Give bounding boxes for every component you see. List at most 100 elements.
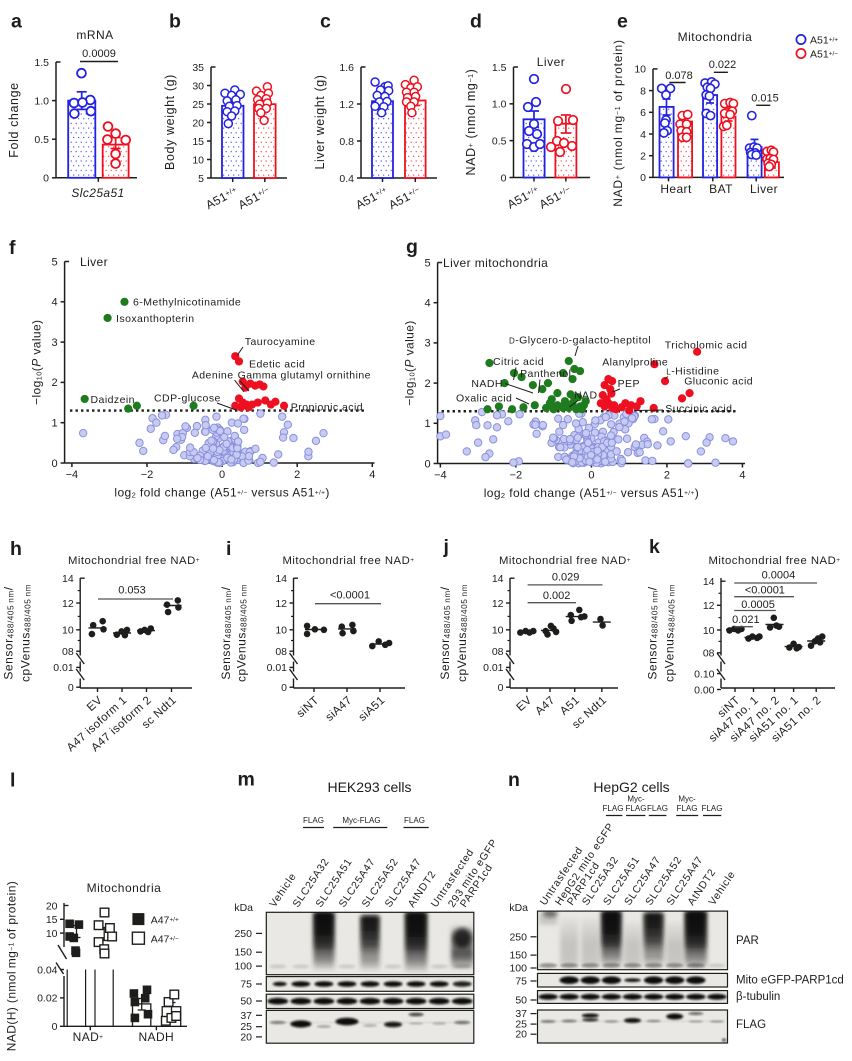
svg-text:0: 0 bbox=[51, 458, 57, 470]
svg-text:n: n bbox=[508, 769, 520, 791]
svg-text:1.0: 1.0 bbox=[34, 95, 49, 107]
svg-text:FLAG: FLAG bbox=[647, 804, 668, 813]
svg-text:150: 150 bbox=[234, 947, 252, 959]
svg-text:h: h bbox=[10, 538, 22, 560]
svg-text:<0.0001: <0.0001 bbox=[745, 585, 785, 597]
svg-text:0.053: 0.053 bbox=[118, 585, 146, 597]
svg-text:k: k bbox=[649, 536, 660, 558]
svg-text:Myc-: Myc- bbox=[678, 795, 696, 804]
svg-text:Edetic acid: Edetic acid bbox=[249, 359, 305, 371]
svg-text:NAD+: NAD+ bbox=[73, 1030, 104, 1044]
svg-text:0: 0 bbox=[640, 172, 646, 184]
svg-text:20: 20 bbox=[240, 1031, 252, 1043]
svg-text:14: 14 bbox=[275, 573, 287, 585]
svg-text:Mito eGFP-PARP1cd: Mito eGFP-PARP1cd bbox=[736, 975, 844, 987]
svg-text:NAD+ (nmol mg−1): NAD+ (nmol mg−1) bbox=[464, 69, 478, 176]
svg-text:12: 12 bbox=[275, 598, 287, 610]
svg-text:D-Glycero-D-galacto-heptitol: D-Glycero-D-galacto-heptitol bbox=[509, 335, 651, 347]
svg-text:75: 75 bbox=[515, 976, 527, 988]
svg-text:08: 08 bbox=[62, 646, 74, 658]
svg-text:12: 12 bbox=[492, 598, 504, 610]
svg-text:f: f bbox=[9, 237, 16, 259]
svg-text:0.01: 0.01 bbox=[267, 662, 288, 674]
svg-text:PEP: PEP bbox=[618, 378, 640, 390]
svg-text:12: 12 bbox=[703, 600, 715, 612]
svg-text:100: 100 bbox=[509, 963, 527, 975]
svg-text:1.5: 1.5 bbox=[492, 62, 507, 74]
svg-text:4: 4 bbox=[51, 297, 57, 309]
svg-text:Mitochondria: Mitochondria bbox=[87, 881, 162, 895]
svg-text:1.0: 1.0 bbox=[492, 99, 507, 111]
svg-text:20: 20 bbox=[46, 900, 58, 912]
svg-text:0.078: 0.078 bbox=[665, 70, 693, 82]
svg-text:2: 2 bbox=[640, 151, 646, 163]
svg-text:5: 5 bbox=[51, 256, 57, 268]
svg-text:b: b bbox=[169, 11, 181, 33]
svg-text:HepG2 cells: HepG2 cells bbox=[593, 779, 669, 795]
svg-text:0.5: 0.5 bbox=[34, 134, 49, 146]
svg-text:37: 37 bbox=[240, 1010, 252, 1022]
svg-text:FLAG: FLAG bbox=[603, 804, 624, 813]
svg-text:β-tubulin: β-tubulin bbox=[736, 991, 780, 1003]
svg-text:2: 2 bbox=[294, 469, 300, 481]
svg-text:0.00: 0.00 bbox=[694, 684, 715, 696]
svg-text:6-Methylnicotinamide: 6-Methylnicotinamide bbox=[133, 297, 241, 309]
svg-text:−log10(P value): −log10(P value) bbox=[30, 320, 44, 405]
svg-text:Slc25a51: Slc25a51 bbox=[71, 186, 124, 200]
svg-text:1.5: 1.5 bbox=[34, 57, 49, 69]
svg-text:log2 fold change (A51+/− versu: log2 fold change (A51+/− versus A51+/+) bbox=[114, 486, 329, 500]
svg-text:Isoxanthopterin: Isoxanthopterin bbox=[116, 313, 195, 325]
svg-text:Mitochondrial free NAD+: Mitochondrial free NAD+ bbox=[708, 555, 840, 567]
svg-text:Gluconic acid: Gluconic acid bbox=[684, 376, 753, 388]
svg-text:FLAG: FLAG bbox=[736, 1019, 766, 1031]
svg-text:Body weight (g): Body weight (g) bbox=[163, 74, 177, 170]
svg-text:m: m bbox=[238, 769, 255, 791]
svg-text:−4: −4 bbox=[66, 469, 79, 481]
svg-text:Mitochondrial free NAD+: Mitochondrial free NAD+ bbox=[68, 555, 200, 567]
svg-text:−log10(P value): −log10(P value) bbox=[403, 320, 417, 405]
svg-text:Mitochondrial free NAD+: Mitochondrial free NAD+ bbox=[282, 555, 414, 567]
svg-text:g: g bbox=[406, 236, 418, 258]
svg-text:14: 14 bbox=[703, 576, 715, 588]
svg-text:75: 75 bbox=[240, 979, 252, 991]
svg-text:0: 0 bbox=[424, 458, 430, 470]
svg-text:a: a bbox=[11, 11, 22, 33]
svg-text:0.015: 0.015 bbox=[751, 93, 779, 105]
svg-text:4: 4 bbox=[739, 470, 745, 482]
svg-text:0.0004: 0.0004 bbox=[762, 570, 796, 582]
svg-text:10: 10 bbox=[703, 625, 715, 637]
svg-text:250: 250 bbox=[509, 931, 527, 943]
svg-text:2: 2 bbox=[51, 377, 57, 389]
svg-text:Liver mitochondria: Liver mitochondria bbox=[443, 256, 548, 270]
svg-text:kDa: kDa bbox=[234, 902, 253, 914]
svg-text:CDP-glucose: CDP-glucose bbox=[154, 393, 221, 405]
svg-text:50: 50 bbox=[240, 996, 252, 1008]
svg-text:L-Histidine: L-Histidine bbox=[666, 366, 719, 378]
svg-text:0: 0 bbox=[498, 682, 504, 694]
svg-text:Gamma glutamyl ornithine: Gamma glutamyl ornithine bbox=[238, 370, 371, 382]
svg-text:FLAG: FLAG bbox=[303, 816, 324, 825]
svg-text:log2 fold change (A51+/− versu: log2 fold change (A51+/− versus A51+/+) bbox=[484, 486, 699, 500]
svg-text:Alanylproline: Alanylproline bbox=[602, 357, 668, 369]
svg-text:Panthenol: Panthenol bbox=[520, 368, 571, 380]
svg-text:i: i bbox=[226, 538, 231, 560]
svg-text:FLAG: FLAG bbox=[404, 816, 425, 825]
svg-text:mRNA: mRNA bbox=[76, 28, 113, 42]
svg-text:25: 25 bbox=[192, 99, 204, 111]
svg-text:0.021: 0.021 bbox=[732, 614, 760, 626]
svg-text:HEK293 cells: HEK293 cells bbox=[327, 779, 411, 795]
svg-text:FLAG: FLAG bbox=[702, 804, 723, 813]
svg-text:1.6: 1.6 bbox=[339, 62, 354, 74]
svg-text:30: 30 bbox=[192, 80, 204, 92]
svg-text:0.002: 0.002 bbox=[543, 590, 571, 602]
svg-text:j: j bbox=[443, 536, 449, 558]
svg-text:PAR: PAR bbox=[736, 935, 759, 947]
svg-text:3: 3 bbox=[424, 338, 430, 350]
svg-text:10: 10 bbox=[275, 625, 287, 637]
svg-text:Propionic acid: Propionic acid bbox=[291, 402, 363, 414]
svg-text:0: 0 bbox=[588, 470, 594, 482]
svg-text:08: 08 bbox=[492, 646, 504, 658]
svg-text:4: 4 bbox=[640, 129, 646, 141]
svg-text:0: 0 bbox=[281, 682, 287, 694]
svg-text:35: 35 bbox=[192, 62, 204, 74]
